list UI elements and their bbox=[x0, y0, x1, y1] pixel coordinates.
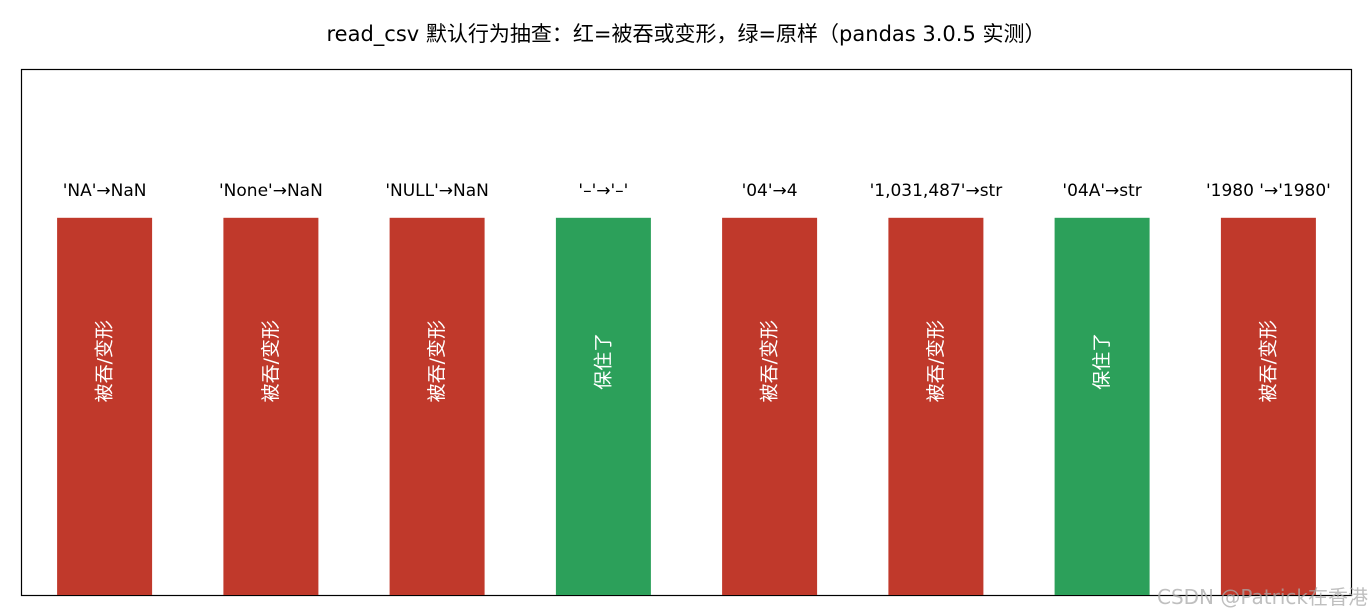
category-label-2: 'None'→NaN bbox=[219, 181, 323, 201]
category-label-6: '1,031,487'→str bbox=[870, 181, 1003, 201]
category-label-1: 'NA'→NaN bbox=[63, 181, 147, 201]
bar-result-label-2: 被吞/变形 bbox=[260, 320, 282, 402]
bar-result-label-8: 被吞/变形 bbox=[1257, 320, 1279, 402]
category-label-5: '04'→4 bbox=[742, 181, 798, 201]
bar-5 bbox=[722, 217, 818, 596]
chart-title: read_csv 默认行为抽查：红=被吞或变形，绿=原样（pandas 3.0.… bbox=[326, 22, 1046, 46]
bar-7 bbox=[1054, 217, 1150, 596]
bar-result-label-6: 被吞/变形 bbox=[925, 320, 947, 402]
bar-1 bbox=[57, 217, 153, 596]
category-label-7: '04A'→str bbox=[1062, 181, 1141, 201]
plot-frame bbox=[20, 68, 1353, 597]
bar-3 bbox=[389, 217, 485, 596]
bar-result-label-4: 保住了 bbox=[592, 333, 614, 390]
bar-2 bbox=[223, 217, 319, 596]
bar-result-label-5: 被吞/变形 bbox=[759, 320, 781, 402]
watermark: CSDN @Patrick在香港 bbox=[1157, 585, 1368, 609]
bar-result-label-1: 被吞/变形 bbox=[94, 320, 116, 402]
category-label-4: '–'→'–' bbox=[578, 181, 628, 201]
bar-6 bbox=[888, 217, 984, 596]
bar-8 bbox=[1220, 217, 1316, 596]
bars-layer: 'NA'→NaN 被吞/变形 'None'→NaN 被吞/变形 'NULL'→NaN 被吞… bbox=[57, 181, 1331, 596]
bar-result-label-7: 保住了 bbox=[1091, 333, 1113, 390]
bar-result-label-3: 被吞/变形 bbox=[426, 320, 448, 402]
category-label-8: '1980 '→'1980' bbox=[1206, 181, 1331, 201]
bar-4 bbox=[555, 217, 651, 596]
category-label-3: 'NULL'→NaN bbox=[385, 181, 489, 201]
